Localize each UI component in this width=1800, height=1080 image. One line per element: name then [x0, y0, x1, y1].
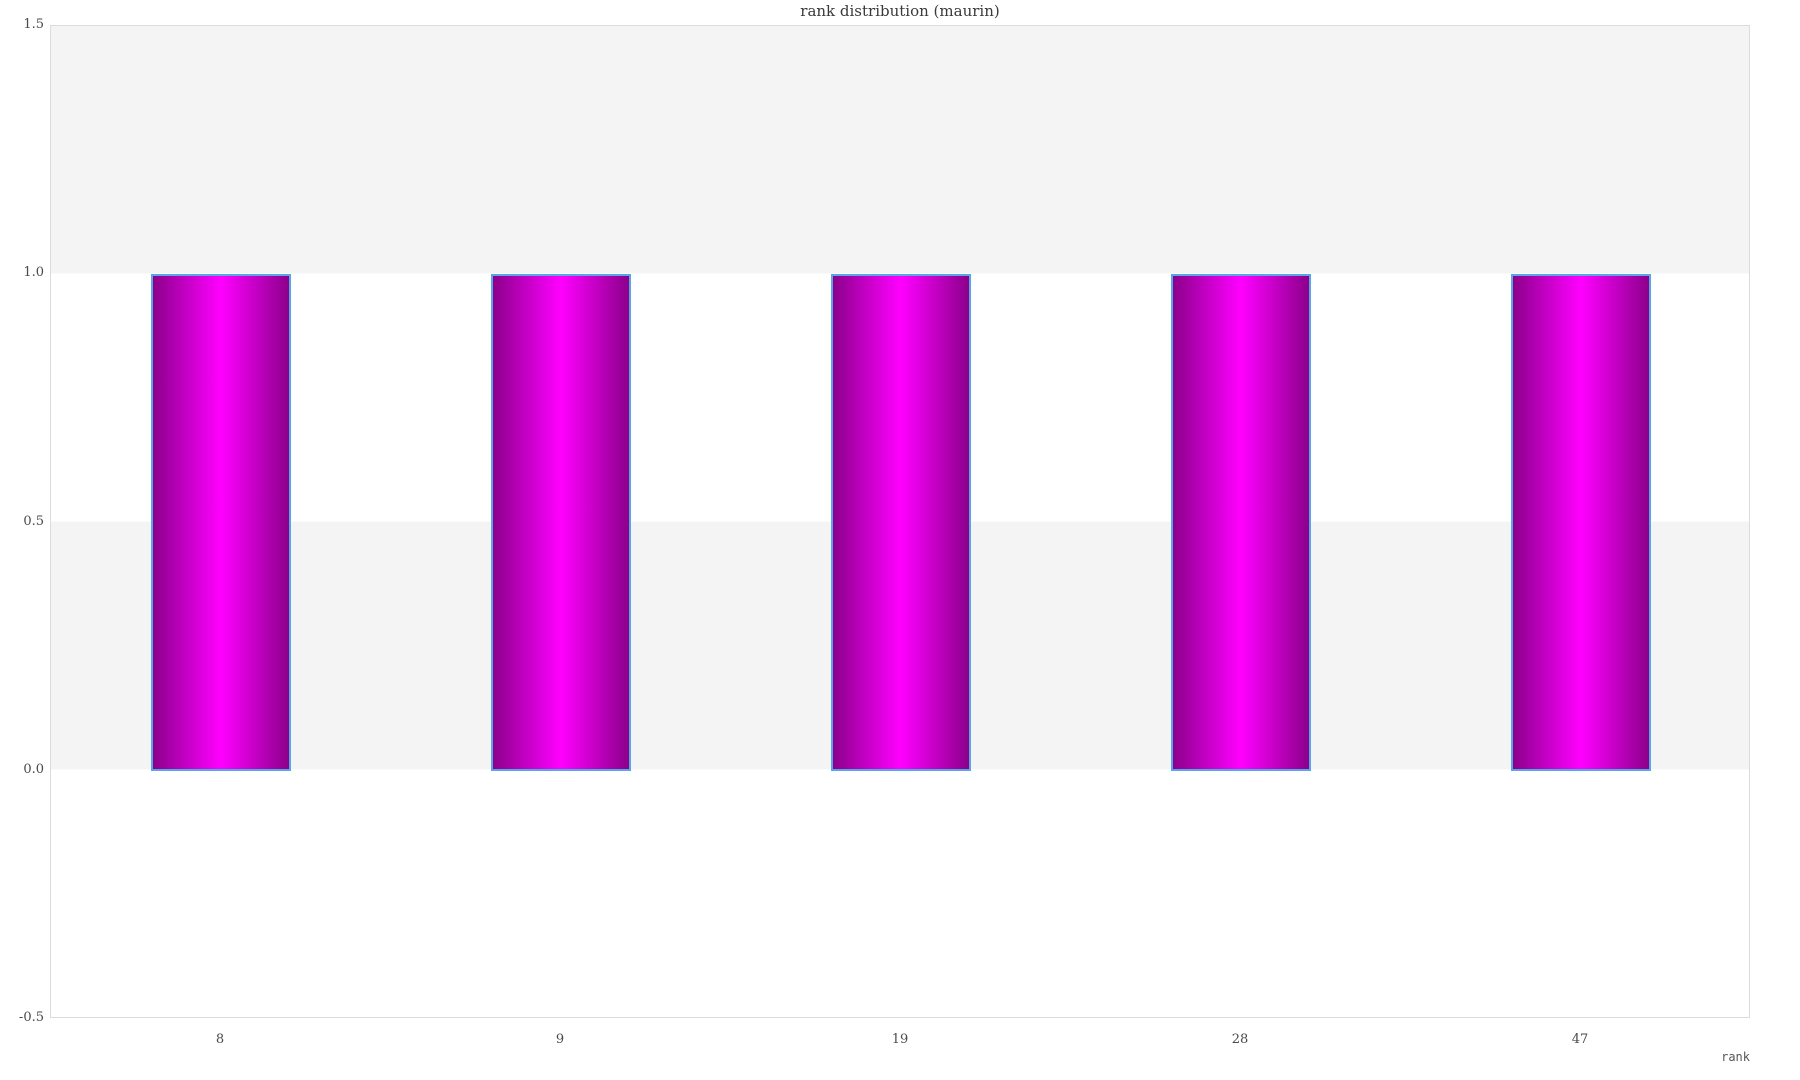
- x-tick-label: 19: [891, 1032, 909, 1047]
- y-tick-label: 0.5: [23, 513, 44, 529]
- y-tick-label: -0.5: [18, 1010, 44, 1025]
- x-tick-label: 8: [215, 1032, 225, 1047]
- y-tick-label: 1.5: [23, 17, 44, 32]
- chart-title: rank distribution (maurin): [800, 2, 1000, 20]
- bar: [831, 274, 971, 771]
- y-tick-label: 1.0: [23, 265, 44, 281]
- bar: [491, 274, 631, 771]
- y-tick-label: 0.0: [23, 761, 44, 777]
- bar: [151, 274, 291, 771]
- x-tick-label: 47: [1571, 1032, 1589, 1047]
- plot-area: [50, 25, 1750, 1018]
- x-tick-label: 9: [555, 1032, 565, 1047]
- bar: [1171, 274, 1311, 771]
- x-axis-title: rank: [1721, 1050, 1750, 1064]
- x-tick-label: 28: [1231, 1032, 1249, 1047]
- bar: [1511, 274, 1651, 771]
